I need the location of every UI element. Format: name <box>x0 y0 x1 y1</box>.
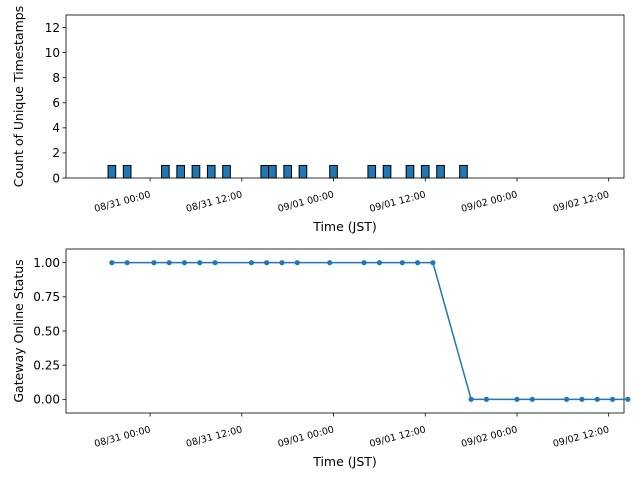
bar-4 <box>191 164 201 179</box>
bar-14 <box>405 164 415 179</box>
data-point-10 <box>294 260 300 266</box>
bar-16 <box>436 164 445 179</box>
bar-3 <box>176 164 185 179</box>
y-tick-label: 12 <box>45 21 60 35</box>
bar-1 <box>122 164 132 179</box>
y-tick-label: 4 <box>52 121 60 135</box>
y-tick-label: 8 <box>52 71 60 85</box>
y-tick-label: 0.75 <box>33 290 60 304</box>
bar-15 <box>420 164 430 179</box>
data-point-19 <box>514 396 520 402</box>
bar-17 <box>459 164 468 179</box>
bottom-panel: 0.00 0.25 0.50 0.75 1.00 08/31 00:00 08/31 12… <box>11 248 631 469</box>
bottom-line-series <box>109 260 631 402</box>
x-tick-label: 09/02 00:00 <box>460 424 519 450</box>
data-point-4 <box>181 260 188 266</box>
x-tick-label: 09/01 12:00 <box>368 424 427 450</box>
y-tick-label: 0.50 <box>33 324 60 338</box>
data-point-18 <box>483 396 490 402</box>
data-point-25 <box>625 396 631 402</box>
bar-0 <box>107 164 117 179</box>
bar-5 <box>206 164 216 179</box>
x-tick-label: 08/31 00:00 <box>93 189 152 215</box>
x-tick-label: 09/01 00:00 <box>277 424 336 450</box>
data-point-0 <box>109 260 115 266</box>
top-y-ticks: 0 2 4 6 8 10 12 <box>45 21 66 185</box>
top-plot-area <box>65 14 625 179</box>
x-tick-label: 09/02 12:00 <box>552 189 611 215</box>
x-tick-label: 09/02 00:00 <box>460 189 519 215</box>
y-tick-label: 2 <box>52 146 60 160</box>
x-tick-label: 09/01 12:00 <box>368 189 427 215</box>
data-point-9 <box>279 260 285 266</box>
bar-9 <box>283 164 292 179</box>
data-point-12 <box>361 260 367 266</box>
bar-12 <box>367 164 377 179</box>
top-y-axis-label: Count of Unique Timestamps <box>11 6 26 187</box>
data-point-5 <box>197 260 203 266</box>
data-point-21 <box>564 396 570 402</box>
bar-2 <box>161 164 170 179</box>
data-point-15 <box>415 260 421 266</box>
data-point-2 <box>151 260 157 266</box>
y-tick-label: 0.00 <box>33 393 60 407</box>
bar-7 <box>260 164 270 179</box>
y-tick-label: 6 <box>52 96 60 110</box>
y-tick-label: 0.25 <box>33 358 60 372</box>
data-point-1 <box>124 260 130 266</box>
data-point-11 <box>327 260 333 266</box>
top-panel: 0 2 4 6 8 10 12 08/31 00:00 08/31 12:00 09/01 00… <box>11 6 625 234</box>
bottom-x-axis-label: Time (JST) <box>312 454 377 469</box>
data-point-16 <box>430 260 436 266</box>
bottom-y-ticks: 0.00 0.25 0.50 0.75 1.00 <box>33 256 66 407</box>
bar-11 <box>329 164 338 179</box>
data-point-7 <box>248 260 254 266</box>
data-point-23 <box>594 396 600 402</box>
axes-frame <box>65 14 625 179</box>
y-tick-label: 1.00 <box>33 256 60 270</box>
data-point-24 <box>609 396 616 402</box>
data-point-20 <box>529 396 535 402</box>
bottom-plot-area <box>65 248 625 414</box>
top-x-axis-label: Time (JST) <box>312 219 377 234</box>
axes-frame <box>65 248 625 414</box>
bottom-y-axis-label: Gateway Online Status <box>11 259 26 402</box>
x-tick-label: 08/31 12:00 <box>185 189 244 215</box>
bar-13 <box>382 164 392 179</box>
bar-6 <box>222 164 231 179</box>
data-point-6 <box>212 260 218 266</box>
top-x-ticks: 08/31 00:00 08/31 12:00 09/01 00:00 09/01 1… <box>93 178 610 215</box>
data-point-22 <box>579 396 585 402</box>
x-tick-label: 09/02 12:00 <box>552 424 611 450</box>
data-point-8 <box>264 260 270 266</box>
data-point-14 <box>399 260 405 266</box>
data-point-3 <box>166 260 172 266</box>
data-point-13 <box>376 260 382 266</box>
top-bars <box>107 164 468 179</box>
series-line-0 <box>111 261 628 401</box>
bottom-x-ticks: 08/31 00:00 08/31 12:00 09/01 00:00 09/01 1… <box>93 413 610 450</box>
y-tick-label: 10 <box>45 46 60 60</box>
data-point-17 <box>468 396 474 402</box>
y-tick-label: 0 <box>52 171 60 185</box>
bar-8 <box>268 164 277 179</box>
bar-10 <box>298 164 308 179</box>
x-tick-label: 09/01 00:00 <box>277 189 336 215</box>
x-tick-label: 08/31 12:00 <box>185 424 244 450</box>
x-tick-label: 08/31 00:00 <box>93 424 152 450</box>
